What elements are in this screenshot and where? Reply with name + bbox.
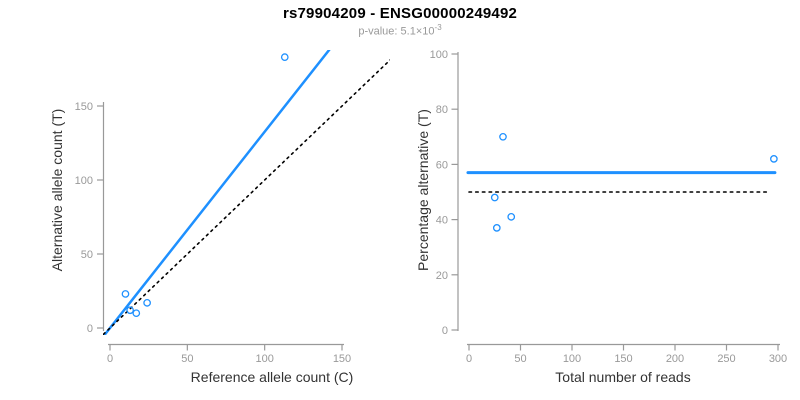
y-axis-title: Percentage alternative (T) bbox=[415, 109, 431, 271]
x-tick-label: 150 bbox=[333, 353, 351, 365]
y-tick-label: 0 bbox=[442, 325, 448, 337]
p-value-prefix: p-value: bbox=[358, 25, 401, 38]
data-point bbox=[280, 53, 289, 62]
identity-line bbox=[103, 58, 390, 335]
data-point bbox=[770, 155, 778, 163]
y-tick-label: 100 bbox=[75, 175, 93, 187]
data-point bbox=[492, 224, 501, 232]
y-tick-label: 50 bbox=[81, 249, 93, 261]
data-point bbox=[121, 290, 130, 298]
data-point bbox=[490, 193, 499, 202]
x-tick-label: 250 bbox=[717, 353, 735, 365]
fit-line bbox=[103, 50, 331, 335]
x-axis-title: Reference allele count (C) bbox=[191, 369, 354, 385]
x-tick-label: 300 bbox=[769, 353, 787, 365]
data-area bbox=[103, 50, 390, 335]
y-tick-label: 60 bbox=[436, 159, 448, 171]
x-tick-label: 50 bbox=[514, 353, 526, 365]
x-axis-title: Total number of reads bbox=[555, 369, 690, 385]
x-tick-label: 100 bbox=[563, 353, 581, 365]
figure-title: rs79904209 - ENSG00000249492 bbox=[282, 5, 518, 22]
panel-right: 0 20 40 60 80 100 0 50 100 150 200 250 300 Total numb… bbox=[415, 49, 787, 385]
y-tick-label: 150 bbox=[75, 101, 93, 113]
data-area bbox=[466, 132, 778, 232]
y-tick-label: 0 bbox=[87, 323, 93, 335]
y-tick-label: 40 bbox=[436, 215, 448, 227]
y-axis-title: Alternative allele count (T) bbox=[49, 109, 65, 272]
x-tick-label: 100 bbox=[255, 353, 273, 365]
p-value-exponent: -3 bbox=[434, 23, 442, 32]
x-tick-label: 150 bbox=[614, 353, 632, 365]
data-point bbox=[499, 132, 507, 141]
x-tick-label: 50 bbox=[181, 353, 193, 365]
y-tick-label: 20 bbox=[436, 270, 448, 282]
data-point bbox=[132, 309, 141, 318]
data-point bbox=[143, 298, 151, 307]
x-tick-label: 200 bbox=[666, 353, 684, 365]
multiply-sign: × bbox=[415, 25, 423, 38]
y-tick-label: 100 bbox=[430, 49, 448, 61]
panel-left: 0 50 100 150 0 50 100 150 Reference allele count… bbox=[49, 50, 390, 385]
p-value-base: 10 bbox=[422, 25, 435, 38]
data-point bbox=[507, 212, 516, 221]
x-tick-label: 0 bbox=[107, 353, 113, 365]
p-value-mantissa: 5.1 bbox=[400, 25, 416, 38]
x-tick-label: 0 bbox=[466, 353, 472, 365]
p-value-subtitle: p-value: 5.1×10-3 bbox=[0, 23, 800, 38]
y-tick-label: 80 bbox=[436, 104, 448, 116]
data-point bbox=[126, 306, 134, 315]
